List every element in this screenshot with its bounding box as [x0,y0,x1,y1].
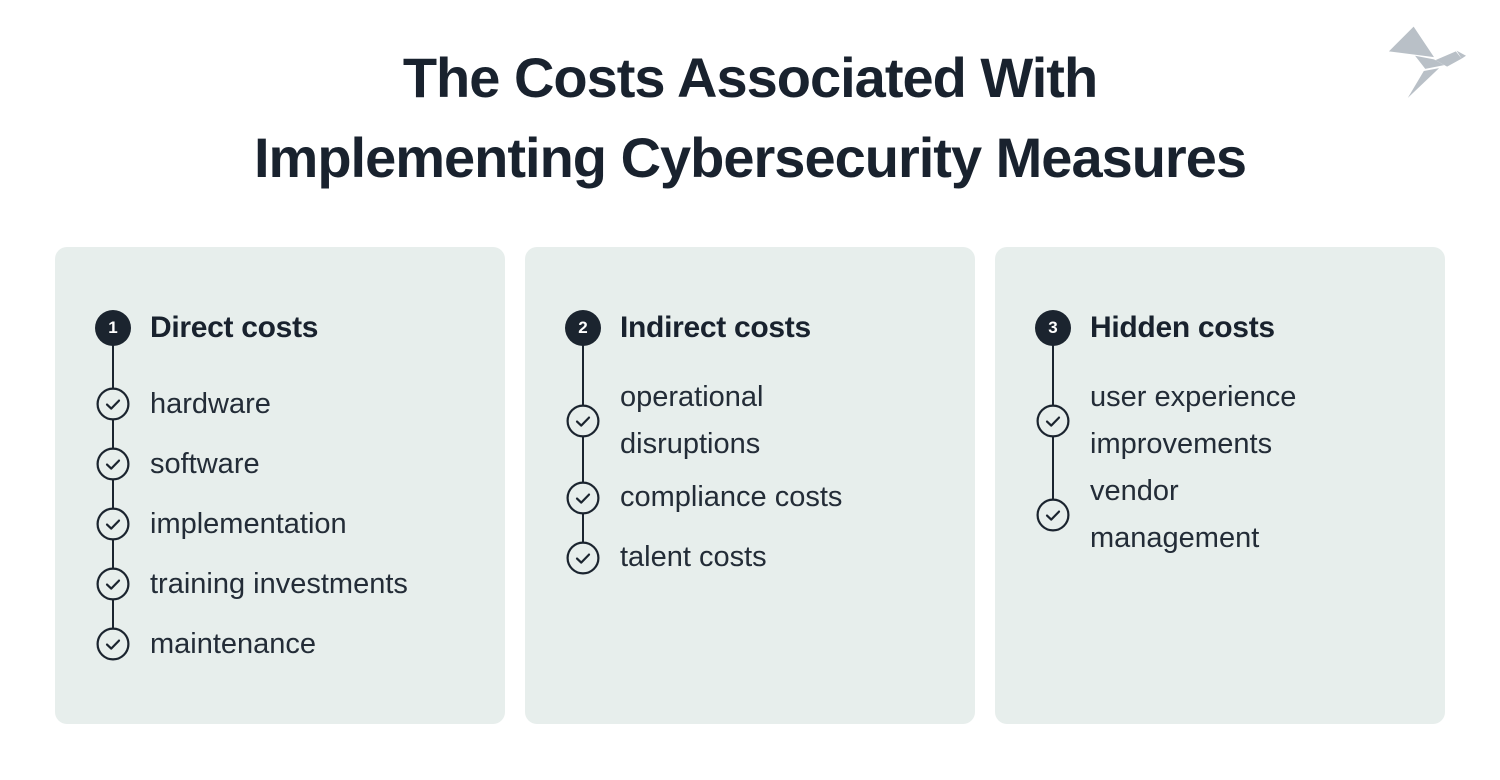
item-label: hardware [150,387,271,420]
check-circle-icon [96,507,130,541]
item-label: user experience improvements [1090,381,1297,460]
card-header: 1 Direct costs [55,310,505,346]
cost-items-list: user experience improvements vendor mana… [995,374,1445,562]
check-circle-icon [566,481,600,515]
card-title: Indirect costs [620,311,811,344]
step-number-badge: 3 [1035,310,1071,346]
list-item: operational disruptions [525,374,975,468]
list-item: training investments [55,554,505,614]
card-header: 2 Indirect costs [525,310,975,346]
card-direct-costs: 1 Direct costs hardware software [55,247,505,724]
list-item: implementation [55,494,505,554]
list-item: software [55,434,505,494]
step-number: 1 [108,318,118,337]
origami-bird-logo-icon [1386,26,1466,100]
cost-items-list: operational disruptions compliance costs… [525,374,975,588]
check-circle-icon [1036,404,1070,438]
connector-line [112,328,114,644]
item-label: talent costs [620,541,767,574]
check-circle-icon [96,387,130,421]
card-header: 3 Hidden costs [995,310,1445,346]
step-number: 3 [1048,318,1058,337]
card-title: Direct costs [150,311,319,344]
check-circle-icon [566,541,600,575]
card-title: Hidden costs [1090,311,1275,344]
check-circle-icon [566,404,600,438]
step-number-badge: 2 [565,310,601,346]
list-item: user experience improvements [995,374,1445,468]
check-circle-icon [96,627,130,661]
connector-line [582,328,584,558]
page-title-line-2: Implementing Cybersecurity Measures [253,126,1247,189]
page-title: The Costs Associated With Implementing C… [60,38,1440,198]
item-label: training investments [150,567,408,600]
item-label: maintenance [150,627,317,660]
list-item: hardware [55,374,505,434]
page-title-line-1: The Costs Associated With [402,46,1098,109]
item-label: compliance costs [620,481,843,514]
step-number: 2 [578,318,588,337]
item-label: software [150,447,260,480]
list-item: maintenance [55,614,505,674]
list-item: talent costs [525,528,975,588]
check-circle-icon [96,567,130,601]
item-label: operational disruptions [620,381,764,460]
cards-row: 1 Direct costs hardware software [55,247,1445,724]
card-hidden-costs: 3 Hidden costs user experience improveme… [995,247,1445,724]
card-indirect-costs: 2 Indirect costs operational disruptions… [525,247,975,724]
check-circle-icon [1036,498,1070,532]
item-label: implementation [150,507,347,540]
list-item: vendor management [995,468,1445,562]
step-number-badge: 1 [95,310,131,346]
cost-items-list: hardware software implementation [55,374,505,674]
check-circle-icon [96,447,130,481]
list-item: compliance costs [525,468,975,528]
item-label: vendor management [1090,474,1260,554]
